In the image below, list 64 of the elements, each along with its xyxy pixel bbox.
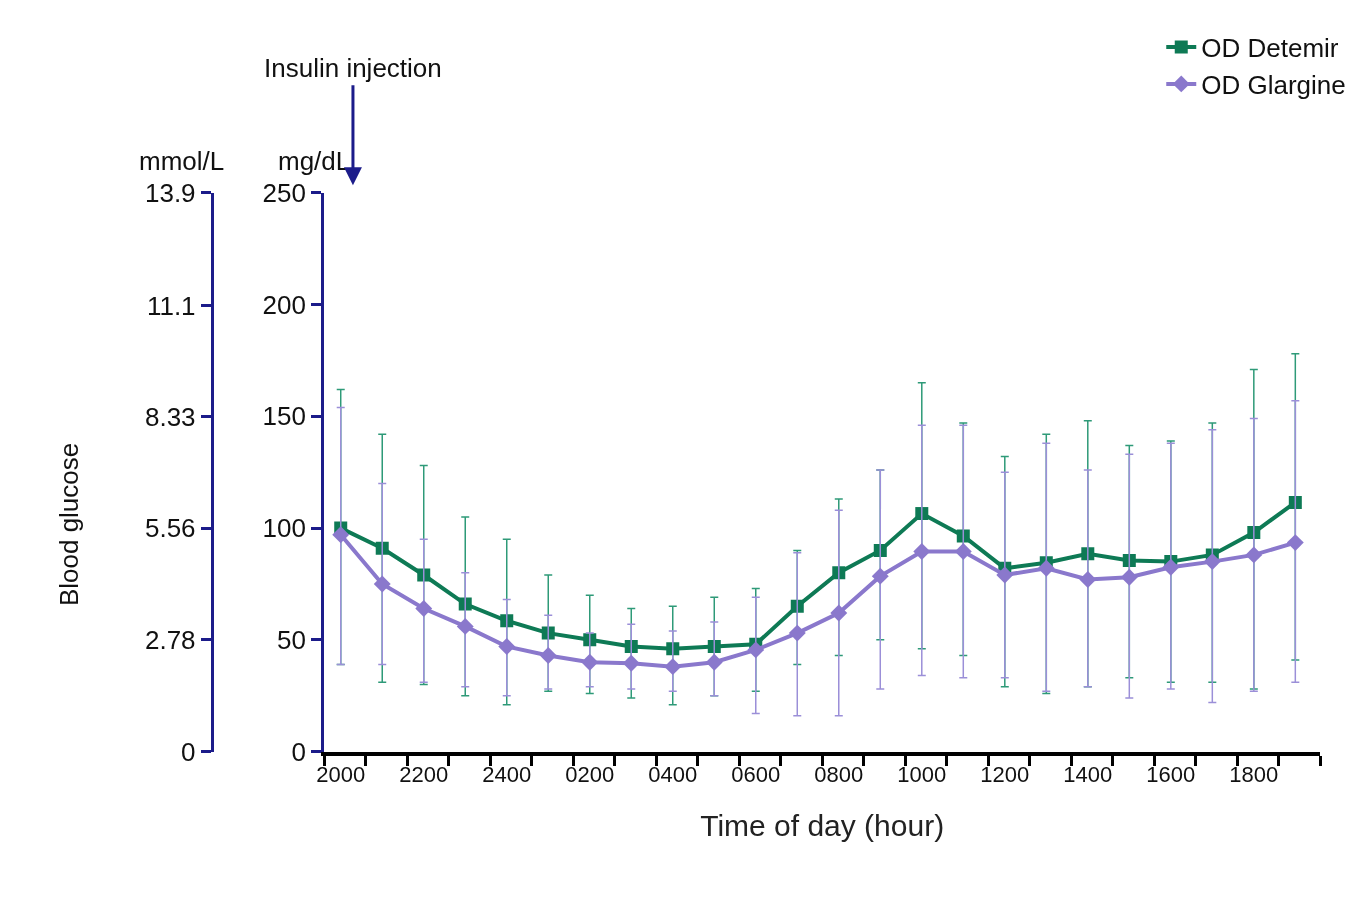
y-axis-title: mg/dL — [278, 146, 351, 176]
y2-tick-label: 13.9 — [144, 177, 196, 208]
x-tick-label: 1000 — [897, 761, 947, 787]
point — [1079, 571, 1097, 588]
x-tick-label: 2000 — [316, 761, 366, 787]
y2-tick-label: 8.33 — [144, 401, 196, 432]
point — [1286, 534, 1304, 552]
point — [332, 526, 350, 544]
y2-axis-title: mmol/L — [139, 146, 225, 176]
y2-tick-label: 0 — [181, 736, 196, 767]
point — [747, 641, 765, 659]
point — [581, 653, 599, 671]
text: Insulin injection — [264, 53, 442, 83]
point — [1203, 553, 1221, 571]
x-tick-label: 0200 — [565, 761, 615, 787]
legend-label: OD Detemir — [1201, 33, 1339, 64]
point — [1245, 546, 1263, 564]
point — [1162, 558, 1180, 576]
y-tick-label: 200 — [262, 289, 306, 320]
y-tick-label: 250 — [262, 177, 306, 208]
point — [624, 640, 638, 654]
point — [417, 568, 431, 582]
point — [498, 638, 516, 655]
y-tick-label: 100 — [262, 513, 306, 544]
legend-label: OD Glargine — [1201, 70, 1346, 101]
y2-tick-label: 2.78 — [144, 624, 196, 655]
y2-tick-label: 11.1 — [146, 290, 196, 321]
point — [456, 617, 474, 635]
x-tick-label: 1400 — [1063, 761, 1113, 787]
x-tick-label: 0400 — [648, 761, 698, 787]
x-tick-label: 1800 — [1229, 761, 1279, 787]
text: Blood glucose — [54, 442, 85, 607]
point — [1037, 559, 1055, 577]
point — [500, 614, 514, 628]
y-tick-label: 150 — [262, 401, 306, 432]
point — [830, 604, 848, 622]
y-tick-label: 50 — [277, 624, 306, 655]
point — [790, 599, 804, 613]
point — [705, 653, 723, 671]
y-tick-label: 0 — [291, 736, 306, 767]
x-tick-label: 2400 — [482, 761, 532, 787]
point — [622, 654, 640, 672]
point — [1120, 568, 1138, 586]
point — [1122, 553, 1136, 567]
x-tick-label: 0600 — [731, 761, 781, 787]
point — [788, 624, 806, 642]
x-tick-label: 1600 — [1146, 761, 1196, 787]
point — [1288, 495, 1302, 509]
y2-tick-label: 5.56 — [144, 513, 196, 544]
x-tick-label: 1200 — [980, 761, 1030, 787]
point — [373, 575, 391, 593]
point — [913, 543, 931, 560]
point — [873, 543, 887, 557]
point — [539, 647, 557, 664]
point — [956, 529, 970, 543]
point — [996, 566, 1014, 584]
point — [415, 600, 433, 617]
point — [707, 640, 721, 654]
x-tick-label: 0800 — [814, 761, 864, 787]
point — [664, 658, 682, 676]
point — [954, 543, 972, 560]
point — [871, 567, 889, 585]
x-tick-label: 2200 — [399, 761, 449, 787]
x-axis-title: Time of day (hour) — [700, 808, 945, 842]
